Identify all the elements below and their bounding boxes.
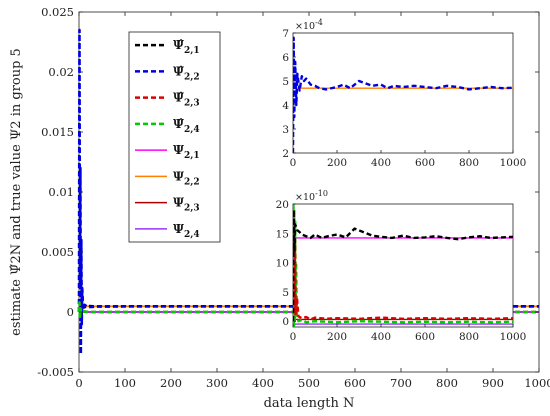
y-tick-label: 0 bbox=[67, 305, 74, 319]
x-tick-label: 400 bbox=[252, 376, 274, 390]
y-tick-label: 0.02 bbox=[48, 65, 74, 79]
legend-entry-label: Ψ̂2,1 bbox=[173, 38, 200, 56]
inset-frame bbox=[292, 32, 514, 154]
main-x-ticks: 0 100 200 300 400 500 600 700 800 900 1000 bbox=[75, 12, 550, 390]
inset-bottom: 0 200 400 600 800 1000 0 5 10 15 20 ×10-10 bbox=[276, 189, 527, 343]
inset-y-tick-label: 20 bbox=[276, 199, 289, 211]
inset-y-tick-label: 10 bbox=[276, 258, 289, 270]
legend-entry-label: Ψ̂2,2 bbox=[173, 64, 200, 82]
inset-x-tick-label: 200 bbox=[327, 331, 347, 343]
inset-x-tick-label: 400 bbox=[371, 157, 391, 169]
legend-entry-label: Ψ2,1 bbox=[173, 143, 200, 161]
inset-frame bbox=[292, 203, 514, 328]
inset-x-tick-label: 0 bbox=[290, 157, 297, 169]
y-tick-label: 0.015 bbox=[41, 125, 74, 139]
inset-x-tick-label: 0 bbox=[290, 331, 297, 343]
y-tick-label: 0.005 bbox=[41, 245, 74, 259]
inset-top: 0 200 400 600 800 1000 2 3 4 5 6 7 ×10-4 bbox=[282, 18, 526, 169]
inset-y-tick-label: 5 bbox=[282, 76, 289, 88]
inset-x-tick-label: 1000 bbox=[500, 331, 527, 343]
inset-x-tick-label: 600 bbox=[415, 157, 435, 169]
legend-entry-label: Ψ2,3 bbox=[173, 196, 200, 214]
x-tick-label: 100 bbox=[114, 376, 136, 390]
x-axis-label: data length N bbox=[264, 396, 355, 411]
x-tick-label: 300 bbox=[206, 376, 228, 390]
x-tick-label: 700 bbox=[390, 376, 412, 390]
inset-y-tick-label: 6 bbox=[282, 52, 289, 64]
x-tick-label: 200 bbox=[160, 376, 182, 390]
inset-x-tick-label: 200 bbox=[327, 157, 347, 169]
inset-2-series-line-5 bbox=[293, 208, 513, 322]
legend-entry-label: Ψ̂2,3 bbox=[173, 91, 200, 109]
inset-exponent-label: ×10-10 bbox=[295, 189, 328, 203]
y-tick-label: 0.025 bbox=[41, 5, 74, 19]
legend-entry-label: Ψ̂2,4 bbox=[173, 117, 200, 135]
inset-y-tick-label: 5 bbox=[282, 287, 289, 299]
y-tick-label: 0.01 bbox=[48, 185, 74, 199]
inset-y-tick-label: 4 bbox=[282, 100, 289, 112]
x-tick-label: 500 bbox=[298, 376, 320, 390]
y-tick-label: -0.005 bbox=[37, 365, 74, 379]
legend: Ψ̂2,1 Ψ̂2,2 Ψ̂2,3 Ψ̂2,4 Ψ2,1 Ψ2,2 Ψ2,3 Ψ2,4 bbox=[128, 31, 221, 243]
main-y-ticks: -0.005 0 0.005 0.01 0.015 0.02 0.025 bbox=[37, 5, 539, 379]
inset-y-tick-label: 7 bbox=[282, 28, 289, 40]
x-tick-label: 1000 bbox=[524, 376, 550, 390]
inset-2-series-line-6 bbox=[293, 208, 513, 322]
inset-x-tick-label: 600 bbox=[415, 331, 435, 343]
inset-x-tick-label: 800 bbox=[459, 157, 479, 169]
legend-box bbox=[128, 31, 221, 243]
inset-y-tick-label: 0 bbox=[282, 316, 289, 328]
inset-x-tick-label: 400 bbox=[371, 331, 391, 343]
inset-x-tick-label: 800 bbox=[459, 331, 479, 343]
x-tick-label: 900 bbox=[482, 376, 504, 390]
legend-entry-label: Ψ2,2 bbox=[173, 169, 200, 187]
x-tick-label: 0 bbox=[75, 376, 82, 390]
inset-y-tick-label: 2 bbox=[282, 148, 289, 160]
inset-exponent-label: ×10-4 bbox=[295, 18, 323, 32]
inset-x-tick-label: 1000 bbox=[500, 157, 527, 169]
x-tick-label: 800 bbox=[436, 376, 458, 390]
x-tick-label: 600 bbox=[344, 376, 366, 390]
legend-entry-label: Ψ2,4 bbox=[173, 222, 200, 240]
y-axis-label: estimate Ψ̂2N and true value Ψ2 in group… bbox=[9, 48, 24, 336]
inset-y-tick-label: 3 bbox=[282, 124, 289, 136]
inset-1-series-line-2 bbox=[293, 36, 513, 153]
main-series-line-6 bbox=[77, 28, 539, 356]
inset-series-group bbox=[293, 204, 513, 327]
inset-series-group bbox=[293, 36, 513, 153]
inset-y-tick-label: 15 bbox=[276, 228, 289, 240]
